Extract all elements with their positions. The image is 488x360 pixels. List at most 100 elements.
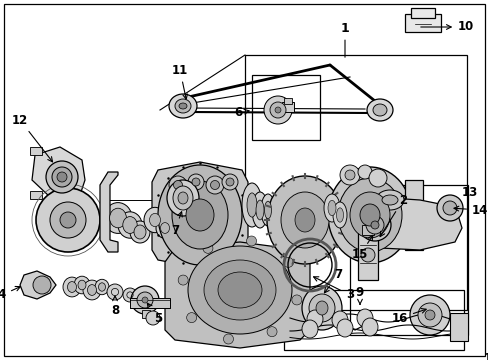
Ellipse shape bbox=[381, 195, 397, 205]
Ellipse shape bbox=[358, 209, 390, 241]
Ellipse shape bbox=[83, 280, 101, 300]
Polygon shape bbox=[100, 172, 118, 252]
Ellipse shape bbox=[123, 288, 137, 302]
Text: 6: 6 bbox=[233, 107, 248, 120]
Ellipse shape bbox=[315, 301, 327, 315]
Ellipse shape bbox=[173, 180, 182, 189]
Ellipse shape bbox=[52, 167, 72, 187]
Ellipse shape bbox=[251, 192, 267, 228]
Ellipse shape bbox=[291, 295, 301, 305]
Bar bbox=[284, 290, 463, 350]
Ellipse shape bbox=[149, 213, 160, 226]
Ellipse shape bbox=[324, 194, 339, 222]
Ellipse shape bbox=[359, 204, 379, 226]
Ellipse shape bbox=[131, 286, 159, 314]
Text: 7: 7 bbox=[324, 269, 342, 293]
Ellipse shape bbox=[336, 319, 352, 337]
Ellipse shape bbox=[95, 279, 109, 295]
Ellipse shape bbox=[158, 165, 242, 265]
Ellipse shape bbox=[134, 225, 146, 239]
Polygon shape bbox=[32, 147, 85, 197]
Ellipse shape bbox=[365, 216, 383, 234]
Ellipse shape bbox=[203, 243, 212, 253]
Ellipse shape bbox=[345, 170, 354, 180]
Bar bbox=[251, 75, 319, 140]
Ellipse shape bbox=[186, 312, 196, 323]
Ellipse shape bbox=[281, 192, 328, 248]
Ellipse shape bbox=[46, 161, 78, 193]
Bar bbox=[349, 185, 467, 335]
Ellipse shape bbox=[274, 107, 281, 113]
Ellipse shape bbox=[169, 94, 197, 118]
Ellipse shape bbox=[185, 199, 214, 231]
Ellipse shape bbox=[104, 203, 132, 233]
Ellipse shape bbox=[308, 294, 334, 322]
Ellipse shape bbox=[167, 180, 199, 216]
Ellipse shape bbox=[187, 246, 291, 334]
Bar bbox=[142, 310, 150, 318]
Ellipse shape bbox=[361, 318, 377, 336]
Ellipse shape bbox=[360, 248, 374, 262]
Bar bbox=[357, 230, 377, 280]
Ellipse shape bbox=[142, 297, 148, 303]
Ellipse shape bbox=[436, 195, 462, 221]
Ellipse shape bbox=[269, 102, 285, 118]
Ellipse shape bbox=[261, 194, 274, 226]
Ellipse shape bbox=[337, 178, 401, 252]
Text: 4: 4 bbox=[0, 287, 20, 302]
Ellipse shape bbox=[137, 292, 153, 308]
Text: 5: 5 bbox=[147, 303, 162, 324]
Ellipse shape bbox=[50, 202, 86, 238]
Polygon shape bbox=[20, 271, 56, 299]
Text: 15: 15 bbox=[351, 235, 372, 261]
Bar bbox=[404, 14, 440, 32]
Ellipse shape bbox=[175, 99, 191, 113]
Ellipse shape bbox=[222, 174, 238, 190]
Text: 2: 2 bbox=[379, 194, 406, 237]
Ellipse shape bbox=[223, 334, 233, 344]
Ellipse shape bbox=[442, 201, 456, 215]
Ellipse shape bbox=[36, 188, 100, 252]
Text: 16: 16 bbox=[391, 309, 426, 324]
Ellipse shape bbox=[327, 200, 335, 216]
Bar bbox=[30, 147, 42, 155]
Ellipse shape bbox=[409, 295, 449, 335]
Ellipse shape bbox=[109, 208, 126, 228]
Ellipse shape bbox=[372, 104, 386, 116]
Text: 1: 1 bbox=[483, 351, 488, 360]
Text: 11: 11 bbox=[171, 63, 188, 99]
Ellipse shape bbox=[266, 327, 277, 337]
Ellipse shape bbox=[210, 180, 219, 189]
Ellipse shape bbox=[187, 174, 203, 190]
Ellipse shape bbox=[339, 165, 359, 185]
Ellipse shape bbox=[336, 208, 343, 222]
Ellipse shape bbox=[203, 260, 275, 320]
Ellipse shape bbox=[225, 178, 234, 186]
Ellipse shape bbox=[370, 221, 378, 229]
Ellipse shape bbox=[294, 208, 314, 232]
Ellipse shape bbox=[368, 169, 386, 187]
Ellipse shape bbox=[192, 178, 200, 186]
Ellipse shape bbox=[63, 277, 81, 297]
Ellipse shape bbox=[156, 218, 174, 238]
Text: 12: 12 bbox=[12, 113, 52, 162]
Ellipse shape bbox=[246, 193, 257, 217]
Ellipse shape bbox=[357, 165, 371, 179]
Ellipse shape bbox=[98, 283, 105, 291]
Ellipse shape bbox=[146, 311, 160, 325]
Ellipse shape bbox=[78, 280, 86, 290]
Ellipse shape bbox=[256, 200, 264, 220]
Ellipse shape bbox=[178, 275, 188, 285]
Ellipse shape bbox=[306, 310, 323, 328]
Ellipse shape bbox=[173, 186, 193, 210]
Ellipse shape bbox=[160, 222, 169, 233]
Ellipse shape bbox=[60, 212, 76, 228]
Ellipse shape bbox=[302, 286, 341, 330]
Text: 1: 1 bbox=[340, 22, 348, 57]
Ellipse shape bbox=[143, 207, 165, 233]
Ellipse shape bbox=[331, 311, 347, 329]
Bar bbox=[30, 191, 42, 199]
Ellipse shape bbox=[302, 320, 317, 338]
Ellipse shape bbox=[332, 202, 346, 228]
Ellipse shape bbox=[264, 96, 291, 124]
